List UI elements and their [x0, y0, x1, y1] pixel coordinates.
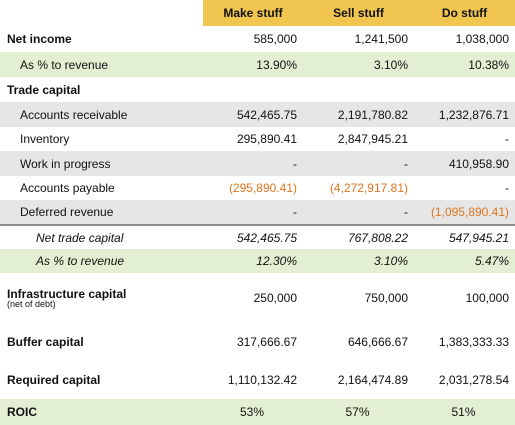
cell-make-stuff: (295,890.41)	[228, 181, 297, 195]
cell-sell-stuff: -	[303, 200, 414, 225]
row-label: As % to revenue	[0, 52, 203, 77]
cell-sell-stuff: 2,164,474.89	[337, 373, 408, 387]
row-label: Required capital	[7, 373, 101, 387]
cell-make-stuff: 13.90%	[203, 52, 303, 77]
section-heading: Trade capital	[7, 82, 81, 97]
cell-sell-stuff	[303, 77, 414, 102]
col-header-do-stuff: Do stuff	[414, 0, 515, 26]
row-inventory: Inventory 295,890.41 2,847,945.21 -	[0, 127, 515, 151]
cell-make-stuff	[203, 77, 303, 102]
cell-do-stuff: 51%	[414, 399, 515, 425]
cell-do-stuff: 2,031,278.54	[438, 373, 509, 387]
cell-do-stuff: 1,383,333.33	[438, 335, 509, 349]
row-label: Buffer capital	[7, 335, 84, 349]
row-label: Accounts receivable	[0, 102, 203, 127]
cell-do-stuff: 1,038,000	[455, 32, 509, 46]
row-trade-capital-heading: Trade capital	[0, 77, 515, 102]
row-net-income-pct: As % to revenue 13.90% 3.10% 10.38%	[0, 52, 515, 77]
row-infrastructure-capital: Infrastructure capital (net of debt) 250…	[0, 273, 515, 323]
col-header-make-stuff: Make stuff	[203, 0, 303, 26]
cell-do-stuff: 1,232,876.71	[414, 102, 515, 127]
cell-do-stuff	[414, 77, 515, 102]
cell-make-stuff: 585,000	[253, 32, 297, 46]
cell-sell-stuff: 2,191,780.82	[303, 102, 414, 127]
cell-sell-stuff: 1,241,500	[354, 32, 408, 46]
cell-make-stuff: 317,666.67	[236, 335, 297, 349]
cell-do-stuff: 10.38%	[414, 52, 515, 77]
cell-do-stuff: 100,000	[465, 291, 509, 305]
row-net-trade-capital: Net trade capital 542,465.75 767,808.22 …	[0, 224, 515, 249]
cell-sell-stuff: 646,666.67	[347, 335, 408, 349]
row-label: Net income	[7, 32, 72, 46]
cell-do-stuff: 410,958.90	[414, 151, 515, 176]
cell-sell-stuff: -	[303, 151, 414, 176]
row-label: Net trade capital	[0, 224, 203, 249]
row-label: ROIC	[0, 399, 203, 425]
row-label: As % to revenue	[0, 249, 203, 273]
row-accounts-receivable: Accounts receivable 542,465.75 2,191,780…	[0, 102, 515, 127]
row-accounts-payable: Accounts payable (295,890.41) (4,272,917…	[0, 176, 515, 200]
cell-make-stuff: -	[203, 200, 303, 225]
cell-sell-stuff: 767,808.22	[303, 224, 414, 249]
cell-make-stuff: 250,000	[253, 291, 297, 305]
cell-sell-stuff: 3.10%	[303, 52, 414, 77]
row-deferred-revenue: Deferred revenue - - (1,095,890.41)	[0, 200, 515, 225]
header-row: Make stuff Sell stuff Do stuff	[0, 0, 515, 26]
row-label-group: Infrastructure capital (net of debt)	[0, 273, 203, 323]
cell-make-stuff: 12.30%	[203, 249, 303, 273]
cell-do-stuff: (1,095,890.41)	[414, 200, 515, 225]
cell-make-stuff: 53%	[203, 399, 303, 425]
cell-make-stuff: 295,890.41	[236, 132, 297, 146]
cell-make-stuff: 542,465.75	[203, 224, 303, 249]
row-work-in-progress: Work in progress - - 410,958.90	[0, 151, 515, 176]
cell-sell-stuff: (4,272,917.81)	[329, 181, 408, 195]
row-trade-capital-pct: As % to revenue 12.30% 3.10% 5.47%	[0, 249, 515, 273]
col-header-sell-stuff: Sell stuff	[303, 0, 414, 26]
row-sublabel: (net of debt)	[7, 298, 56, 309]
row-required-capital: Required capital 1,110,132.42 2,164,474.…	[0, 361, 515, 399]
cell-sell-stuff: 2,847,945.21	[337, 132, 408, 146]
row-label: Infrastructure capital	[7, 286, 127, 301]
row-label: Inventory	[20, 132, 70, 146]
cell-make-stuff: 542,465.75	[203, 102, 303, 127]
header-blank-cell	[0, 0, 203, 26]
row-roic: ROIC 53% 57% 51%	[0, 399, 515, 425]
cell-do-stuff: -	[505, 132, 509, 146]
row-label: Accounts payable	[20, 181, 115, 195]
row-buffer-capital: Buffer capital 317,666.67 646,666.67 1,3…	[0, 323, 515, 361]
cell-do-stuff: 5.47%	[414, 249, 515, 273]
cell-make-stuff: 1,110,132.42	[227, 373, 297, 387]
cell-sell-stuff: 750,000	[364, 291, 408, 305]
row-label: Work in progress	[0, 151, 203, 176]
cell-do-stuff: -	[505, 181, 509, 195]
row-net-income: Net income 585,000 1,241,500 1,038,000	[0, 26, 515, 52]
cell-make-stuff: -	[203, 151, 303, 176]
cell-do-stuff: 547,945.21	[414, 224, 515, 249]
cell-sell-stuff: 3.10%	[303, 249, 414, 273]
cell-sell-stuff: 57%	[303, 399, 414, 425]
row-label: Deferred revenue	[0, 200, 203, 225]
